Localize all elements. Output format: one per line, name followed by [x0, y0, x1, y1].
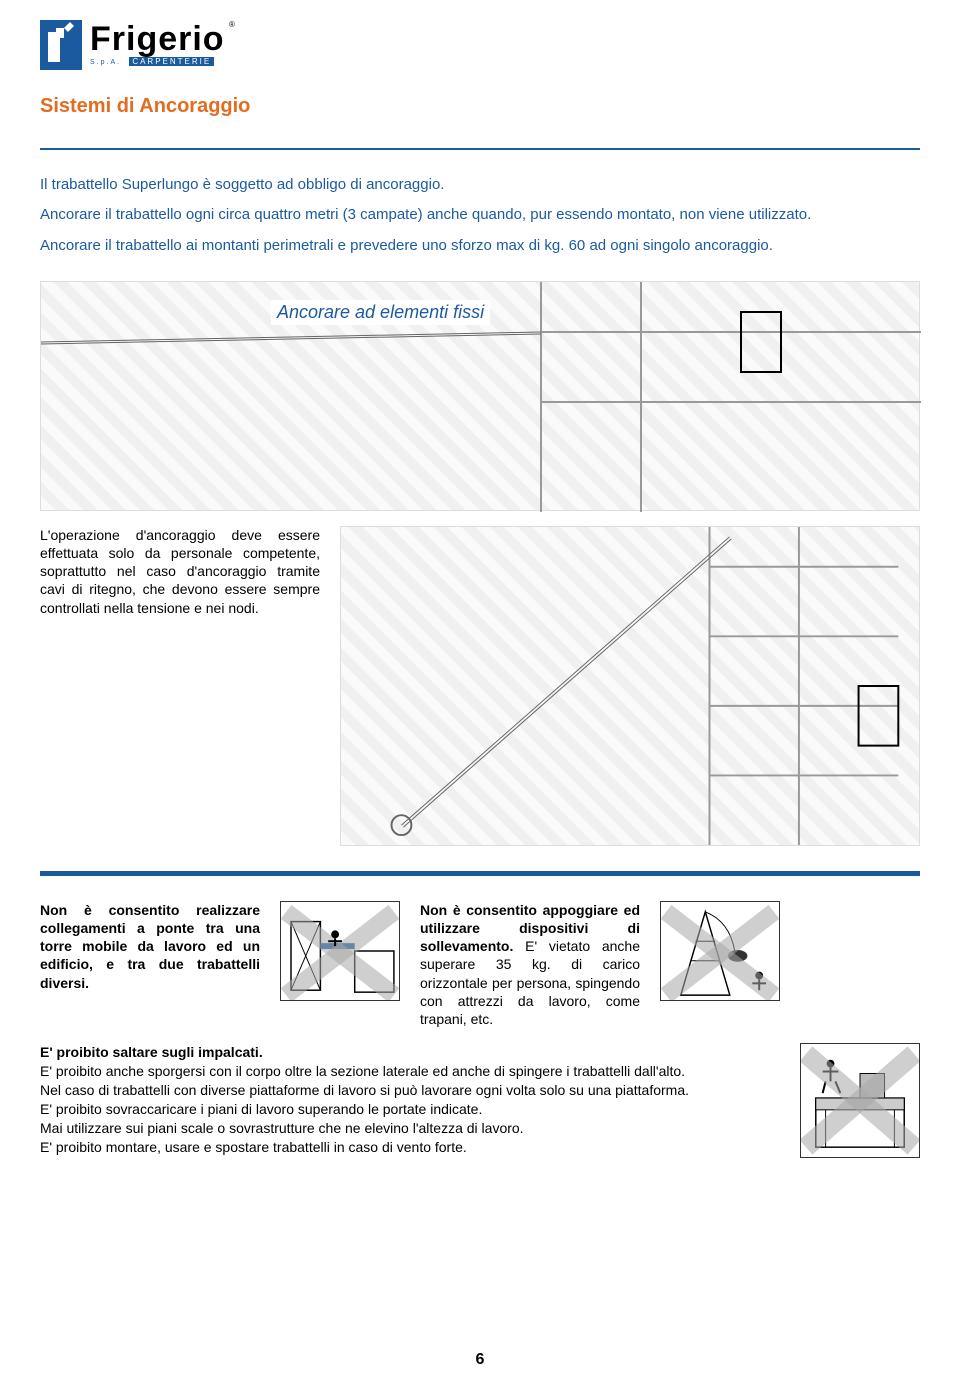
registered-mark: ®: [229, 20, 235, 29]
intro-p2: Ancorare il trabattello ogni circa quatt…: [40, 205, 920, 225]
intro-p3: Ancorare il trabattello ai montanti peri…: [40, 236, 920, 256]
warning-row: Non è consentito realizzare collegamenti…: [40, 901, 920, 1028]
warn1-icon: [280, 901, 400, 1001]
prohib-l4: E' proibito sovraccaricare i piani di la…: [40, 1100, 740, 1119]
prohibitions-row: E' proibito saltare sugli impalcati. E' …: [40, 1043, 920, 1158]
prohib-l3: Nel caso di trabattelli con diverse piat…: [40, 1081, 740, 1100]
prohib-l6: E' proibito montare, usare e spostare tr…: [40, 1138, 740, 1157]
operation-text: L'operazione d'ancoraggio deve essere ef…: [40, 526, 320, 846]
brand-name: Frigerio: [90, 20, 225, 58]
prohib-l5: Mai utilizzare sui piani scale o sovrast…: [40, 1119, 740, 1138]
divider-mid: [40, 871, 920, 876]
page-title: Sistemi di Ancoraggio: [40, 95, 920, 118]
diagram-image-2: [340, 526, 920, 846]
warn1-text: Non è consentito realizzare collegamenti…: [40, 901, 260, 992]
diagram-image-1: Ancorare ad elementi fissi: [40, 281, 920, 511]
page-number: 6: [476, 1351, 485, 1369]
row-operation: L'operazione d'ancoraggio deve essere ef…: [40, 526, 920, 846]
warn2-text: Non è consentito appoggiare ed utilizzar…: [420, 901, 640, 1028]
brand-logo-icon: [40, 20, 82, 70]
diagram-anchoring: Ancorare ad elementi fissi L'operazione …: [40, 281, 920, 846]
brand-text-block: Frigerio ® S.p.A. CARPENTERIE: [90, 20, 235, 66]
prohib-l1: E' proibito saltare sugli impalcati.: [40, 1043, 740, 1062]
intro-p1: Il trabattello Superlungo è soggetto ad …: [40, 175, 920, 195]
prohib-icon: [800, 1043, 920, 1158]
brand-subline: S.p.A. CARPENTERIE: [90, 57, 235, 66]
prohib-l2: E' proibito anche sporgersi con il corpo…: [40, 1062, 740, 1081]
diagram-label-fixed: Ancorare ad elementi fissi: [271, 300, 490, 325]
prohibitions-text: E' proibito saltare sugli impalcati. E' …: [40, 1043, 740, 1156]
divider-top: [40, 148, 920, 150]
warn2-icon: [660, 901, 780, 1001]
brand-header: Frigerio ® S.p.A. CARPENTERIE: [40, 20, 920, 70]
